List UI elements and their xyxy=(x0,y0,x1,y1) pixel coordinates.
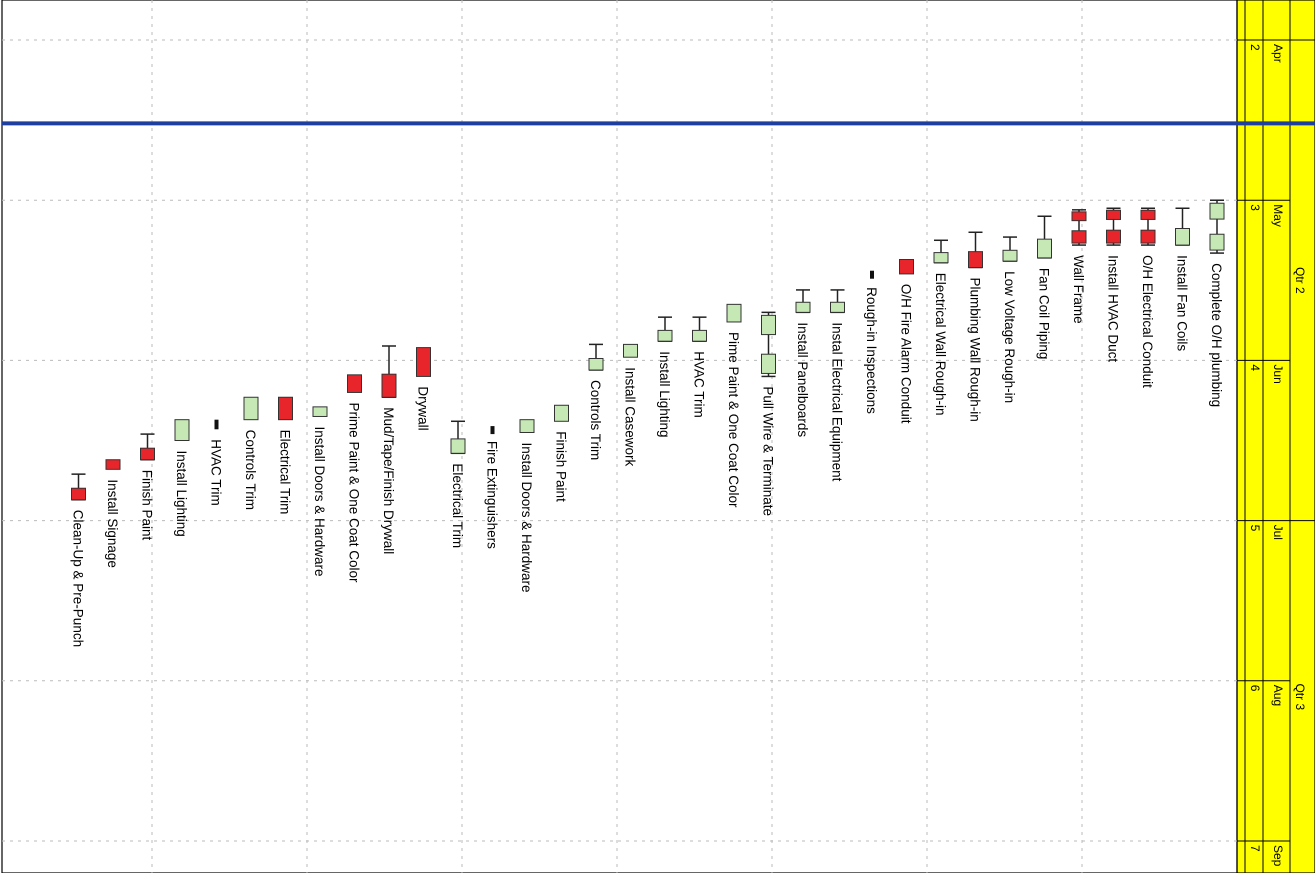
task-bar[interactable] xyxy=(1071,230,1087,244)
task-bar[interactable] xyxy=(381,373,397,398)
task-label: Fan Coil Piping xyxy=(1037,268,1052,360)
month-label: Apr xyxy=(1271,44,1285,63)
task-label: Drywall xyxy=(416,386,431,430)
task-bar[interactable] xyxy=(1140,209,1156,220)
task-bar[interactable] xyxy=(968,251,983,269)
task-bar[interactable] xyxy=(1175,228,1190,246)
task-bar[interactable] xyxy=(657,329,673,342)
task-bar[interactable] xyxy=(933,252,949,264)
month-label: May xyxy=(1271,204,1285,227)
task-bar[interactable] xyxy=(214,419,219,430)
task-label: Install Lighting xyxy=(174,451,189,537)
task-bar[interactable] xyxy=(1106,209,1121,220)
quarter-label: Qtr 3 xyxy=(1293,683,1307,710)
task-bar[interactable] xyxy=(1140,229,1156,244)
task-label: Install Doors & Hardware xyxy=(519,442,534,592)
task-bar[interactable] xyxy=(588,357,604,371)
task-bar[interactable] xyxy=(243,396,259,421)
task-bar[interactable] xyxy=(830,301,845,313)
task-bar[interactable] xyxy=(347,374,362,393)
task-label: Finish Paint xyxy=(140,470,155,541)
task-bar[interactable] xyxy=(554,404,569,422)
task-label: O/H Electrical Conduit xyxy=(1140,255,1155,388)
task-bar[interactable] xyxy=(1002,249,1018,262)
task-bar[interactable] xyxy=(623,343,638,358)
chart-frame xyxy=(1,0,1238,873)
task-bar[interactable] xyxy=(726,303,742,323)
task-bar[interactable] xyxy=(761,353,776,374)
task-label: Electrical Wall Rough-in xyxy=(933,273,948,416)
task-label: Install Doors & Hardware xyxy=(312,426,327,576)
task-bar[interactable] xyxy=(795,301,811,313)
task-label: Install Signage xyxy=(105,479,120,568)
task-bar[interactable] xyxy=(278,396,293,421)
task-bar[interactable] xyxy=(174,419,190,442)
task-label: Complete O/H plumbing xyxy=(1209,263,1224,407)
task-bar[interactable] xyxy=(1209,202,1225,220)
task-bar[interactable] xyxy=(899,258,914,275)
month-label: Jun xyxy=(1271,364,1285,383)
task-label: Rough-in Inspections xyxy=(864,287,879,414)
task-label: O/H Fire Alarm Conduit xyxy=(899,284,914,424)
month-number: 6 xyxy=(1248,685,1262,692)
month-label: Sep xyxy=(1271,845,1285,867)
task-label: Clean-Up & Pre-Punch xyxy=(71,510,86,647)
task-bar[interactable] xyxy=(1037,238,1052,259)
task-bar[interactable] xyxy=(140,447,155,461)
task-label: Fire Extinguishers xyxy=(485,441,500,549)
task-bar[interactable] xyxy=(1106,229,1121,244)
task-label: Install Fan Coils xyxy=(1175,255,1190,351)
task-bar[interactable] xyxy=(312,406,328,417)
task-bar[interactable] xyxy=(450,438,466,454)
month-label: Jul xyxy=(1271,525,1285,540)
task-label: Electrical Trim xyxy=(450,463,465,548)
task-label: Install Lighting xyxy=(657,351,672,437)
task-label: Plumbing Wall Rough-in xyxy=(968,278,983,422)
task-bar[interactable] xyxy=(490,426,495,435)
task-label: Install HVAC Duct xyxy=(1106,255,1121,362)
task-label: Electrical Trim xyxy=(278,430,293,515)
month-number: 5 xyxy=(1248,525,1262,532)
month-number: 3 xyxy=(1248,204,1262,211)
task-label: Instal Electrical Equipment xyxy=(830,322,845,481)
task-label: Controls Trim xyxy=(588,380,603,460)
task-bar[interactable] xyxy=(519,419,535,433)
task-bar[interactable] xyxy=(761,314,776,336)
task-label: HVAC Trim xyxy=(209,439,224,506)
task-label: Mud/Tape/Finish Drywall xyxy=(381,407,396,554)
quarter-label: Qtr 2 xyxy=(1293,267,1307,294)
task-label: Low Voltage Rough-in xyxy=(1002,271,1017,403)
task-label: Wall Frame xyxy=(1071,255,1086,324)
task-bar[interactable] xyxy=(71,487,86,501)
month-number: 2 xyxy=(1248,44,1262,51)
task-label: Install Casework xyxy=(623,367,638,466)
timescale-header xyxy=(1236,0,1315,873)
task-label: Controls Trim xyxy=(243,430,258,510)
month-number: 4 xyxy=(1248,364,1262,371)
task-bar[interactable] xyxy=(1071,211,1087,222)
task-label: Finish Paint xyxy=(554,431,569,502)
task-label: Pull Wire & Terminate xyxy=(761,386,776,516)
task-label: HVAC Trim xyxy=(692,351,707,418)
task-label: Pime Paint & One Coat Color xyxy=(726,332,741,508)
task-bar[interactable] xyxy=(105,459,121,470)
task-label: Install Panelboards xyxy=(795,322,810,437)
month-label: Aug xyxy=(1271,685,1285,706)
task-bar[interactable] xyxy=(692,329,707,342)
task-label: Prime Paint & One Coat Color xyxy=(347,402,362,583)
task-bar[interactable] xyxy=(870,270,874,279)
task-bar[interactable] xyxy=(416,347,431,377)
month-number: 7 xyxy=(1248,845,1262,852)
task-bar[interactable] xyxy=(1209,233,1225,251)
